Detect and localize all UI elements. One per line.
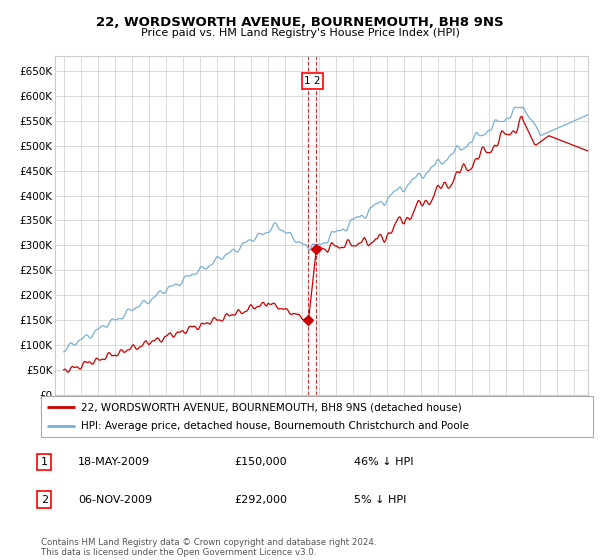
Text: 2: 2: [41, 494, 48, 505]
Text: £150,000: £150,000: [234, 457, 287, 467]
Text: £292,000: £292,000: [234, 494, 287, 505]
Text: Contains HM Land Registry data © Crown copyright and database right 2024.
This d: Contains HM Land Registry data © Crown c…: [41, 538, 376, 557]
Text: 22, WORDSWORTH AVENUE, BOURNEMOUTH, BH8 9NS (detached house): 22, WORDSWORTH AVENUE, BOURNEMOUTH, BH8 …: [80, 403, 461, 412]
Text: 1: 1: [41, 457, 48, 467]
Text: 22, WORDSWORTH AVENUE, BOURNEMOUTH, BH8 9NS: 22, WORDSWORTH AVENUE, BOURNEMOUTH, BH8 …: [96, 16, 504, 29]
Text: 1 2: 1 2: [304, 76, 320, 86]
Text: 06-NOV-2009: 06-NOV-2009: [78, 494, 152, 505]
Text: Price paid vs. HM Land Registry's House Price Index (HPI): Price paid vs. HM Land Registry's House …: [140, 28, 460, 38]
Text: 18-MAY-2009: 18-MAY-2009: [78, 457, 150, 467]
Text: 5% ↓ HPI: 5% ↓ HPI: [354, 494, 406, 505]
Text: HPI: Average price, detached house, Bournemouth Christchurch and Poole: HPI: Average price, detached house, Bour…: [80, 421, 469, 431]
Text: 46% ↓ HPI: 46% ↓ HPI: [354, 457, 413, 467]
